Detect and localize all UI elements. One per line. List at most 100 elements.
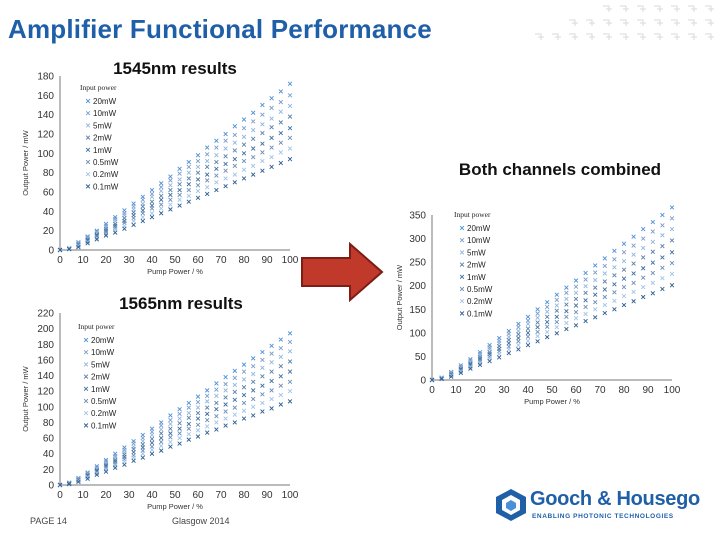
data-point xyxy=(631,234,636,239)
data-point xyxy=(564,326,569,332)
data-point xyxy=(66,481,72,486)
data-point xyxy=(204,417,210,423)
data-point xyxy=(260,400,265,406)
data-point xyxy=(650,239,656,245)
y-tick-label: 0 xyxy=(48,246,54,257)
data-point xyxy=(195,177,201,182)
x-tick-label: 10 xyxy=(77,255,89,266)
data-point xyxy=(241,117,247,122)
data-point xyxy=(168,207,173,212)
data-point xyxy=(85,241,90,246)
data-point xyxy=(278,109,284,114)
data-point xyxy=(640,255,646,260)
legend-entry: 10mW xyxy=(93,109,117,118)
data-point xyxy=(269,343,274,349)
data-point xyxy=(195,399,201,405)
data-point xyxy=(260,168,265,173)
data-point xyxy=(260,392,265,397)
data-point xyxy=(477,362,483,368)
data-point xyxy=(223,183,228,189)
y-tick-label: 120 xyxy=(37,130,54,141)
data-point xyxy=(516,339,521,344)
data-point xyxy=(168,413,173,418)
data-point xyxy=(177,203,182,208)
y-tick-label: 140 xyxy=(37,371,54,382)
data-point xyxy=(544,299,550,305)
data-point xyxy=(278,99,284,105)
data-point xyxy=(669,226,675,232)
data-point xyxy=(660,286,665,292)
data-point xyxy=(287,359,293,364)
data-point xyxy=(278,160,284,166)
data-point xyxy=(232,172,238,177)
legend-marker xyxy=(83,349,89,355)
data-point xyxy=(250,363,256,369)
data-point xyxy=(195,422,201,428)
data-point xyxy=(214,180,219,185)
data-point xyxy=(195,170,201,175)
data-point xyxy=(158,181,164,186)
data-point xyxy=(564,302,569,307)
data-point xyxy=(269,378,274,384)
legend-entry: 5mW xyxy=(467,248,486,257)
legend-marker xyxy=(459,262,465,267)
x-tick-label: 60 xyxy=(192,255,204,266)
y-tick-label: 40 xyxy=(43,449,55,460)
data-point xyxy=(158,431,164,436)
data-point xyxy=(650,260,656,265)
data-point xyxy=(525,342,531,348)
data-point xyxy=(439,376,444,382)
data-point xyxy=(168,435,173,440)
data-point xyxy=(650,249,656,254)
data-point xyxy=(195,405,201,410)
data-point xyxy=(241,392,247,398)
data-point xyxy=(250,163,256,169)
data-point xyxy=(278,337,284,342)
data-point xyxy=(621,267,627,272)
data-point xyxy=(287,114,293,119)
data-point xyxy=(195,410,201,416)
data-point xyxy=(85,474,90,480)
x-axis-label: Pump Power / % xyxy=(524,397,580,406)
data-point xyxy=(278,130,284,136)
data-point xyxy=(140,211,146,216)
legend-entry: 5mW xyxy=(91,360,110,369)
data-point xyxy=(669,260,675,266)
data-point xyxy=(573,284,579,289)
data-point xyxy=(631,243,636,248)
data-point xyxy=(448,373,454,378)
legend-marker xyxy=(85,171,91,177)
data-point xyxy=(516,342,521,348)
data-point xyxy=(223,146,228,151)
footer-page-number: PAGE 14 xyxy=(30,516,67,526)
legend-entry: 0.2mW xyxy=(93,170,119,179)
legend-entry: 2mW xyxy=(467,261,486,270)
data-point xyxy=(602,310,608,316)
data-point xyxy=(204,405,210,410)
data-point xyxy=(260,357,265,363)
data-point xyxy=(204,388,210,393)
data-point xyxy=(232,124,238,129)
data-point xyxy=(592,315,598,320)
data-point xyxy=(195,416,201,421)
data-point xyxy=(602,294,608,300)
x-tick-label: 70 xyxy=(594,385,606,396)
x-tick-label: 10 xyxy=(450,385,462,396)
data-point xyxy=(186,182,192,187)
y-tick-label: 140 xyxy=(37,110,54,121)
data-point xyxy=(168,174,173,179)
data-point xyxy=(487,354,492,359)
data-point xyxy=(535,324,540,330)
data-point xyxy=(223,423,228,428)
data-point xyxy=(158,443,164,449)
legend-marker xyxy=(459,298,465,304)
data-point xyxy=(214,387,219,392)
x-tick-label: 20 xyxy=(100,490,112,501)
data-point xyxy=(631,280,636,286)
x-axis-label: Pump Power / % xyxy=(147,502,203,511)
data-point xyxy=(232,420,238,425)
data-point xyxy=(640,275,646,280)
data-point xyxy=(241,167,247,172)
data-point xyxy=(621,241,627,246)
data-point xyxy=(66,245,72,251)
